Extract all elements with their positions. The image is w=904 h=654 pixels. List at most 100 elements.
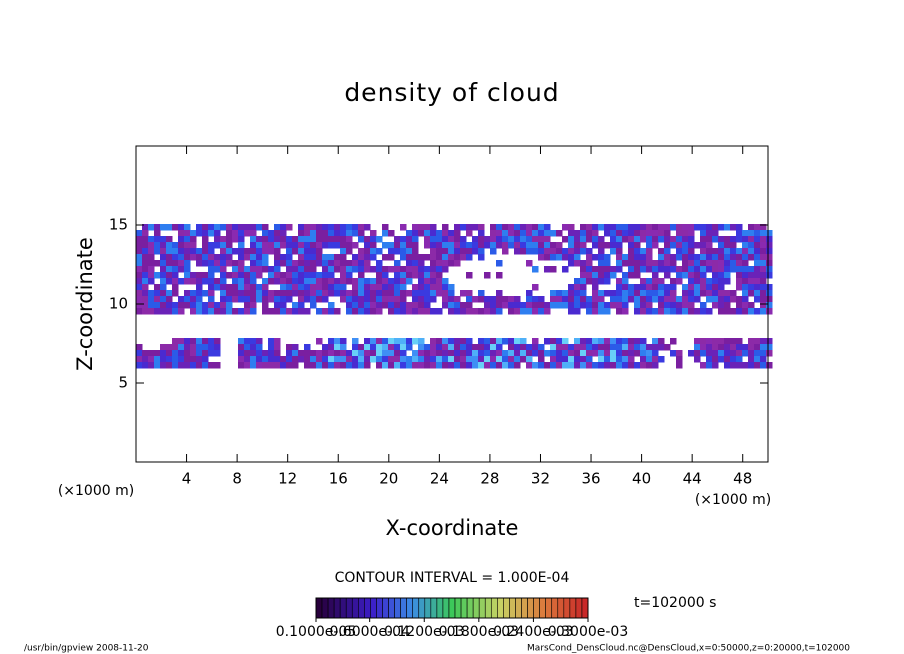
cloud-cell — [742, 272, 749, 279]
cloud-cell — [616, 278, 623, 285]
cloud-cell — [694, 272, 701, 279]
cloud-cell — [730, 296, 737, 303]
cloud-cell — [742, 362, 749, 369]
cloud-cell — [208, 296, 215, 303]
cloud-cell — [454, 254, 461, 261]
cloud-cell — [184, 272, 191, 279]
cloud-cell — [478, 344, 485, 351]
cloud-cell — [292, 356, 299, 363]
cloud-cell — [160, 248, 167, 255]
cloud-cell — [580, 362, 587, 369]
x-tick-label: 12 — [278, 470, 297, 488]
cloud-cell — [232, 284, 239, 291]
cloud-cell — [190, 338, 197, 345]
cloud-cell — [250, 272, 257, 279]
cloud-cell — [406, 272, 413, 279]
cloud-cell — [304, 254, 311, 261]
cloud-cell — [646, 242, 653, 249]
cloud-cell — [646, 266, 653, 273]
cloud-cell — [196, 248, 203, 255]
cloud-cell — [328, 278, 335, 285]
cloud-cell — [766, 290, 773, 297]
cloud-cell — [250, 230, 257, 237]
cloud-cell — [652, 296, 659, 303]
cloud-cell — [760, 266, 767, 273]
cloud-cell — [670, 338, 677, 345]
cloud-cell — [748, 284, 755, 291]
cloud-cell — [370, 290, 377, 297]
cloud-cell — [268, 278, 275, 285]
cloud-cell — [400, 338, 407, 345]
cloud-cell — [136, 296, 143, 303]
cloud-cell — [430, 248, 437, 255]
colorbar-tick-label: 0.2400e-03 — [493, 624, 573, 640]
cloud-cell — [364, 338, 371, 345]
cloud-cell — [466, 224, 473, 231]
cloud-cell — [400, 344, 407, 351]
cloud-cell — [196, 224, 203, 231]
cloud-cell — [178, 302, 185, 309]
cloud-cell — [712, 362, 719, 369]
cloud-cell — [586, 260, 593, 267]
cloud-cell — [160, 242, 167, 249]
cloud-cell — [466, 230, 473, 237]
cloud-cell — [370, 338, 377, 345]
colorbar-cell — [436, 597, 444, 619]
cloud-cell — [364, 350, 371, 357]
cloud-cell — [346, 362, 353, 369]
cloud-cell — [334, 344, 341, 351]
cloud-cell — [592, 236, 599, 243]
cloud-cell — [646, 260, 653, 267]
cloud-cell — [382, 266, 389, 273]
cloud-cell — [352, 356, 359, 363]
cloud-cell — [196, 284, 203, 291]
cloud-cell — [226, 272, 233, 279]
cloud-cell — [598, 254, 605, 261]
cloud-cell — [418, 266, 425, 273]
cloud-cell — [142, 308, 149, 315]
cloud-cell — [586, 248, 593, 255]
cloud-cell — [568, 254, 575, 261]
cloud-cell — [136, 290, 143, 297]
cloud-cell — [388, 284, 395, 291]
cloud-cell — [220, 248, 227, 255]
cloud-cell — [742, 296, 749, 303]
cloud-cell — [286, 254, 293, 261]
x-tick-label: 44 — [683, 470, 702, 488]
cloud-cell — [604, 266, 611, 273]
cloud-cell — [520, 236, 527, 243]
cloud-cell — [760, 236, 767, 243]
cloud-cell — [718, 356, 725, 363]
cloud-cell — [430, 344, 437, 351]
cloud-cell — [166, 308, 173, 315]
cloud-cell — [298, 236, 305, 243]
cloud-cell — [616, 338, 623, 345]
cloud-cell — [340, 272, 347, 279]
cloud-cell — [478, 224, 485, 231]
cloud-cell — [298, 302, 305, 309]
cloud-cell — [496, 350, 503, 357]
cloud-cell — [214, 344, 221, 351]
cloud-cell — [532, 224, 539, 231]
cloud-cell — [202, 308, 209, 315]
cloud-cell — [550, 350, 557, 357]
cloud-cell — [142, 278, 149, 285]
cloud-cell — [682, 290, 689, 297]
cloud-cell — [736, 308, 743, 315]
cloud-cell — [670, 290, 677, 297]
cloud-cell — [706, 308, 713, 315]
colorbar-cell — [563, 597, 571, 619]
cloud-cell — [364, 290, 371, 297]
cloud-cell — [274, 230, 281, 237]
cloud-cell — [322, 236, 329, 243]
colorbar-tick-label: 0.3000e-03 — [548, 624, 628, 640]
cloud-cell — [598, 362, 605, 369]
cloud-cell — [226, 302, 233, 309]
cloud-cell — [274, 278, 281, 285]
cloud-cell — [226, 248, 233, 255]
cloud-cell — [184, 290, 191, 297]
cloud-cell — [178, 236, 185, 243]
colorbar-tick-label: 0.6000e-04 — [329, 624, 410, 640]
colorbar-cell — [490, 597, 498, 619]
cloud-cell — [616, 362, 623, 369]
